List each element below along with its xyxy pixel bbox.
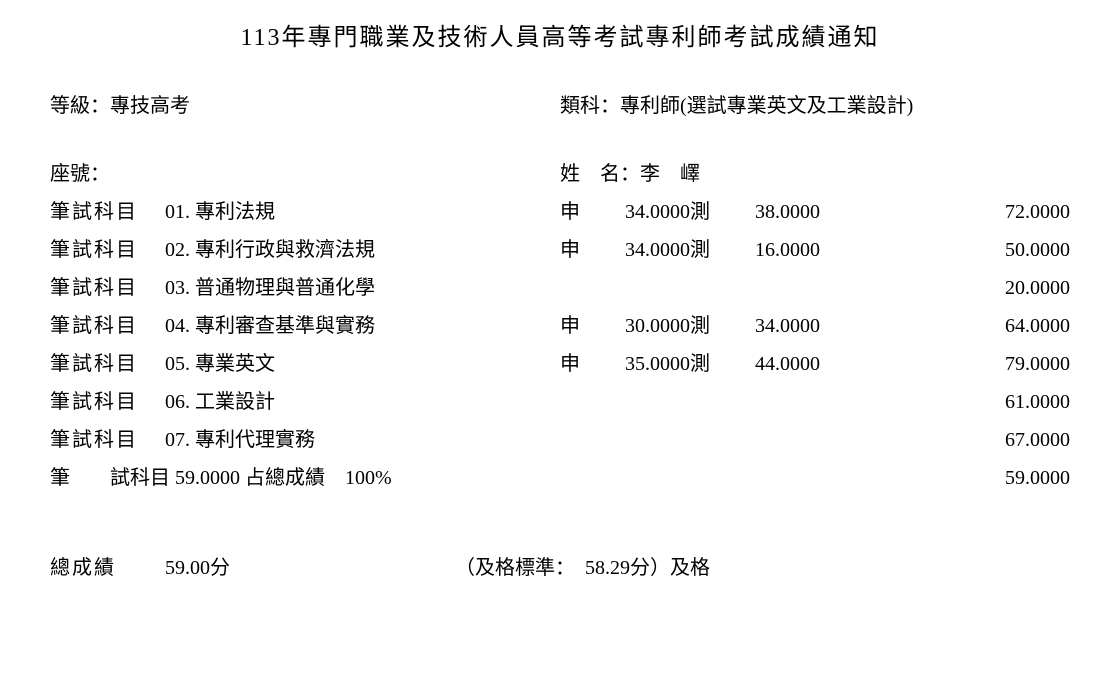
subject-row: 筆試科目05. 專業英文申35.0000測44.000079.0000 <box>50 349 1070 379</box>
subject-label: 筆試科目 <box>50 273 165 303</box>
subject-name: 02. 專利行政與救濟法規 <box>165 235 560 265</box>
subject-name: 06. 工業設計 <box>165 387 560 417</box>
subject-total: 64.0000 <box>820 311 1070 341</box>
level-label: 等級：專技高考 <box>50 91 560 121</box>
subject-total: 50.0000 <box>820 235 1070 265</box>
subject-total: 20.0000 <box>820 273 1070 303</box>
subject-total: 79.0000 <box>820 349 1070 379</box>
subject-name: 07. 專利代理實務 <box>165 425 560 455</box>
subject-name: 04. 專利審查基準與實務 <box>165 311 560 341</box>
subject-label: 筆試科目 <box>50 235 165 265</box>
subject-row: 筆試科目07. 專利代理實務 67.0000 <box>50 425 1070 455</box>
subject-row: 筆試科目03. 普通物理與普通化學 20.0000 <box>50 273 1070 303</box>
subject-total: 67.0000 <box>820 425 1070 455</box>
subject-row: 筆試科目01. 專利法規申34.0000測38.000072.0000 <box>50 197 1070 227</box>
subject-shen: 申 <box>560 349 590 379</box>
info-row-2: 座號： 姓 名：李 嶧 <box>50 159 1070 189</box>
subject-label: 筆試科目 <box>50 197 165 227</box>
subject-label: 筆試科目 <box>50 349 165 379</box>
subject-label: 筆試科目 <box>50 387 165 417</box>
written-summary-total: 59.0000 <box>560 463 1070 493</box>
category-label: 類科：專利師(選試專業英文及工業設計) <box>560 91 1070 121</box>
subject-ce: 測 <box>690 235 720 265</box>
subject-shen: 申 <box>560 311 590 341</box>
subject-score2: 16.0000 <box>720 235 820 265</box>
subject-score1: 35.0000 <box>590 349 690 379</box>
final-row: 總成績 59.00分 （及格標準： 58.29分）及格 <box>50 553 1070 583</box>
subject-name: 05. 專業英文 <box>165 349 560 379</box>
subject-shen: 申 <box>560 235 590 265</box>
seat-label: 座號： <box>50 159 560 189</box>
subject-score1: 30.0000 <box>590 311 690 341</box>
subject-score2: 44.0000 <box>720 349 820 379</box>
document-title: 113年專門職業及技術人員高等考試專利師考試成績通知 <box>50 20 1070 56</box>
written-summary-left: 筆 試科目 59.0000 占總成績 100% <box>50 463 560 493</box>
subject-score2: 38.0000 <box>720 197 820 227</box>
subject-total: 72.0000 <box>820 197 1070 227</box>
subject-ce: 測 <box>690 311 720 341</box>
written-summary-row: 筆 試科目 59.0000 占總成績 100% 59.0000 <box>50 463 1070 493</box>
subject-score1: 34.0000 <box>590 197 690 227</box>
final-label: 總成績 <box>50 553 165 583</box>
subject-score1: 34.0000 <box>590 235 690 265</box>
subject-label: 筆試科目 <box>50 311 165 341</box>
subject-row: 筆試科目02. 專利行政與救濟法規申34.0000測16.000050.0000 <box>50 235 1070 265</box>
subject-ce: 測 <box>690 197 720 227</box>
subject-total: 61.0000 <box>820 387 1070 417</box>
final-score: 59.00分 <box>165 553 455 583</box>
subject-name: 03. 普通物理與普通化學 <box>165 273 560 303</box>
subject-shen: 申 <box>560 197 590 227</box>
name-label: 姓 名：李 嶧 <box>560 159 1070 189</box>
subject-name: 01. 專利法規 <box>165 197 560 227</box>
subject-ce: 測 <box>690 349 720 379</box>
info-row-1: 等級：專技高考 類科：專利師(選試專業英文及工業設計) <box>50 91 1070 121</box>
subject-label: 筆試科目 <box>50 425 165 455</box>
pass-info: （及格標準： 58.29分）及格 <box>455 553 1070 583</box>
subject-score2: 34.0000 <box>720 311 820 341</box>
subject-row: 筆試科目04. 專利審查基準與實務申30.0000測34.000064.0000 <box>50 311 1070 341</box>
subject-row: 筆試科目06. 工業設計 61.0000 <box>50 387 1070 417</box>
